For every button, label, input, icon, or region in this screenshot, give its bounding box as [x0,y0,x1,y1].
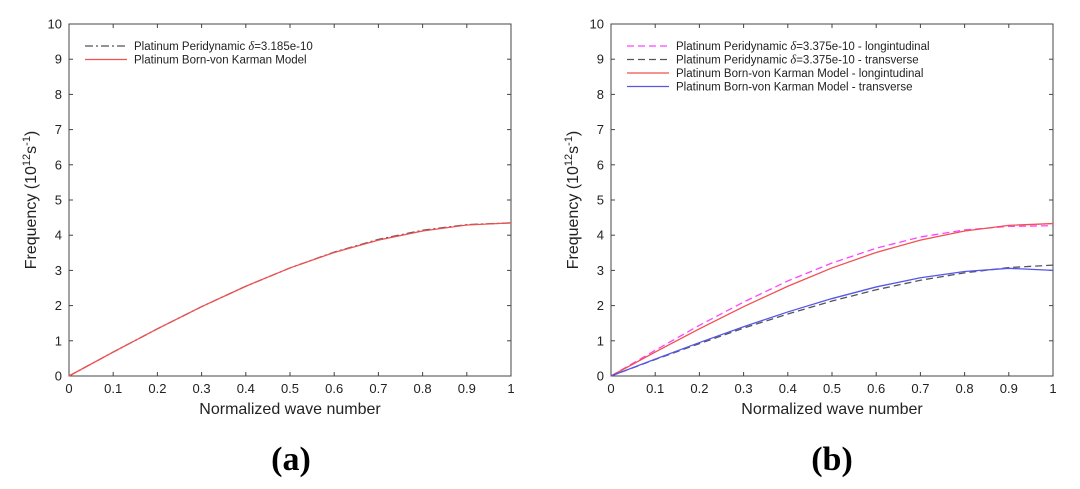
series-line-2 [68,222,512,377]
legend-entry: Platinum Born-von Karman Model [134,55,307,67]
x-tick-label: 0.4 [237,381,255,396]
y-tick-label: 9 [597,52,604,67]
y-tick-label: 0 [597,369,604,384]
x-tick-label: 0.5 [823,381,841,396]
series-line-4 [610,267,1054,377]
x-tick-label: 0 [607,381,614,396]
x-tick-label: 0.7 [369,381,387,396]
x-tick-label: 0.1 [104,381,122,396]
y-tick-label: 4 [597,228,604,243]
y-tick-label: 6 [597,157,604,172]
y-tick-label: 5 [55,193,62,208]
x-tick-label: 0 [65,381,72,396]
y-axis-label: Frequency (1012s-1) [563,131,582,270]
x-tick-label: 0.8 [414,381,432,396]
legend-entry: Platinum Born-von Karman Model - transve… [676,82,913,94]
y-tick-label: 4 [55,228,62,243]
legend-entry: Platinum Peridynamic δ=3.375e-10 - trans… [676,53,919,67]
x-tick-label: 0.9 [1000,381,1018,396]
legend-entry: Platinum Peridynamic δ=3.185e-10 [134,39,313,53]
x-tick-label: 0.6 [867,381,885,396]
x-tick-label: 0.2 [690,381,708,396]
x-tick-label: 0.7 [911,381,929,396]
y-tick-label: 8 [55,87,62,102]
x-tick-label: 1 [507,381,514,396]
x-tick-label: 0.1 [646,381,664,396]
x-tick-label: 0.4 [779,381,797,396]
y-tick-label: 0 [55,369,62,384]
x-tick-label: 0.3 [193,381,211,396]
panel-label: (a) [271,441,311,478]
y-tick-label: 9 [55,52,62,67]
panel-label: (b) [811,441,853,478]
x-tick-label: 0.2 [148,381,166,396]
x-axis-label: Normalized wave number [199,401,381,418]
y-tick-label: 5 [597,193,604,208]
series-line-1 [68,222,512,377]
plot-frame [68,23,512,377]
x-tick-label: 0.9 [458,381,476,396]
series-line-3 [610,222,1054,377]
chart-panel-a: 0 0.1 0.2 0.3 0.4 0.5 0.6 0.7 0.8 0.9 101234567891… [21,17,515,479]
chart-panel-b: 0 0.1 0.2 0.3 0.4 0.5 0.6 0.7 0.8 0.9 101234567891… [563,17,1057,479]
y-tick-label: 1 [55,333,62,348]
x-axis-label: Normalized wave number [741,401,923,418]
y-tick-label: 6 [55,157,62,172]
y-tick-label: 3 [597,263,604,278]
x-tick-label: 0.5 [281,381,299,396]
y-tick-label: 2 [597,298,604,313]
y-tick-label: 3 [55,263,62,278]
y-tick-label: 10 [48,17,62,32]
y-tick-label: 2 [55,298,62,313]
y-tick-label: 1 [597,333,604,348]
legend-entry: Platinum Born-von Karman Model - longint… [676,68,923,80]
series-line-2 [610,264,1054,377]
x-tick-label: 0.6 [325,381,343,396]
y-axis-label: Frequency (1012s-1) [21,131,40,270]
x-tick-label: 0.3 [735,381,753,396]
y-tick-label: 7 [55,122,62,137]
x-tick-label: 1 [1049,381,1056,396]
y-tick-label: 10 [590,17,604,32]
legend-entry: Platinum Peridynamic δ=3.375e-10 - longi… [676,39,930,53]
x-tick-label: 0.8 [956,381,974,396]
y-tick-label: 8 [597,87,604,102]
y-tick-label: 7 [597,122,604,137]
